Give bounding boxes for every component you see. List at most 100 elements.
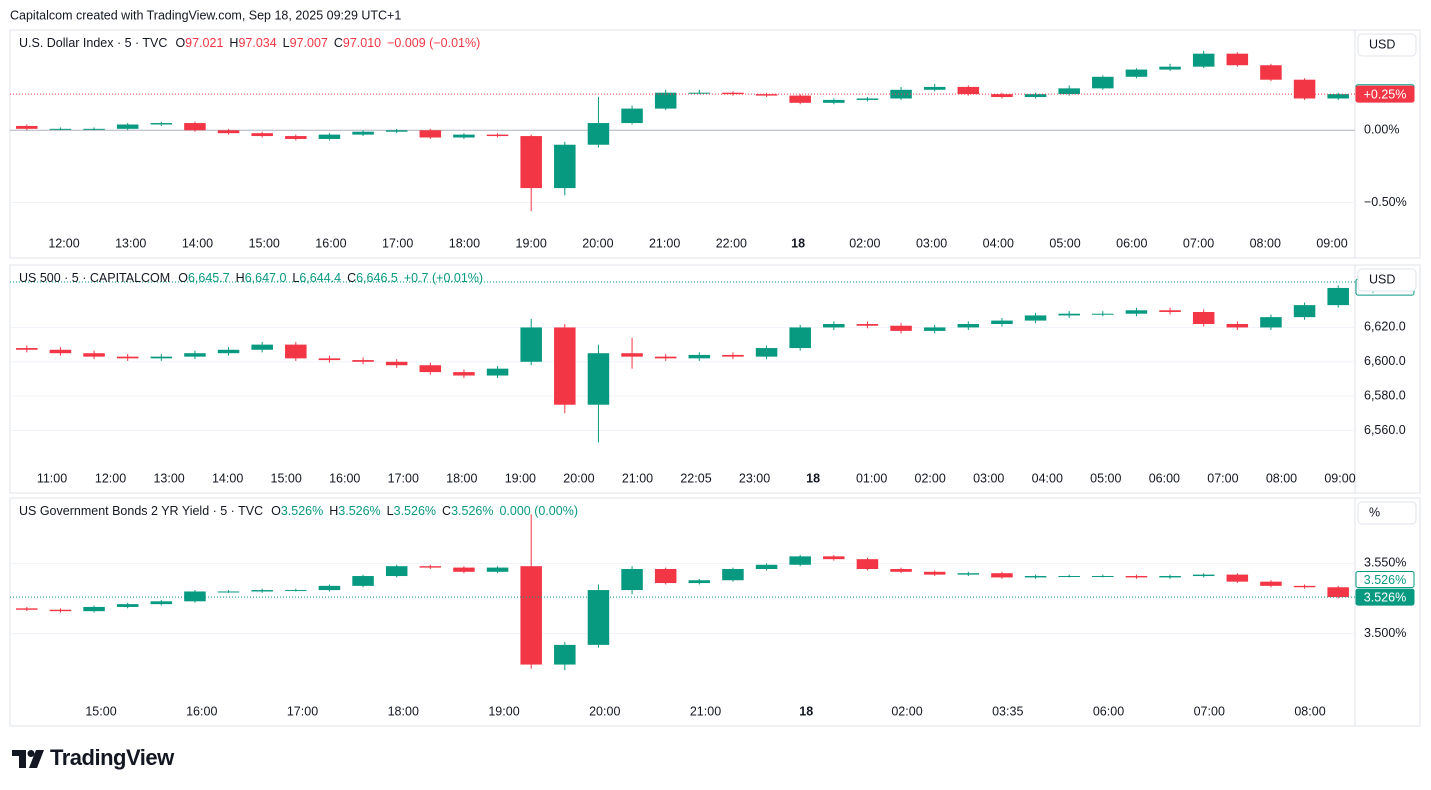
candle-body <box>486 368 509 376</box>
candle-body <box>688 354 711 359</box>
candle-body <box>318 585 341 591</box>
candle-body <box>251 344 273 350</box>
candle-body <box>184 353 206 357</box>
x-tick-label: 16:00 <box>315 236 346 250</box>
candle-body <box>823 556 845 560</box>
candle-body <box>150 601 173 605</box>
x-tick-label: 07:00 <box>1183 236 1214 250</box>
candle-body <box>318 358 341 361</box>
x-tick-label: 16:00 <box>329 471 360 485</box>
y-tick-label: 6,620.0 <box>1364 320 1406 334</box>
x-tick-label: 19:00 <box>516 236 547 250</box>
candle-body <box>554 644 576 665</box>
legend-value: 97.007 <box>290 36 328 50</box>
legend-key: O <box>178 271 188 285</box>
candle-body <box>486 134 509 137</box>
x-tick-label: 20:00 <box>589 704 620 718</box>
candle-body <box>251 133 273 137</box>
candle-body <box>1159 576 1181 578</box>
x-tick-label: 13:00 <box>115 236 146 250</box>
candle-body <box>587 590 610 645</box>
x-tick-label: 15:00 <box>271 471 302 485</box>
x-tick-label: 07:00 <box>1194 704 1225 718</box>
candle-body <box>385 361 408 366</box>
x-tick-label: 06:00 <box>1149 471 1180 485</box>
candle-body <box>789 556 811 565</box>
candle-body <box>1092 76 1114 89</box>
candle-body <box>217 130 240 134</box>
legend-value: 6,644.4 <box>299 271 341 285</box>
candle-body <box>217 591 240 593</box>
legend-key: H <box>236 271 245 285</box>
x-tick-label: 19:00 <box>488 704 519 718</box>
legend-value: 3.526% <box>394 504 436 518</box>
candle-body <box>554 327 576 405</box>
candle-body <box>923 571 946 575</box>
legend-value: 3.526% <box>338 504 380 518</box>
candle-body <box>486 567 509 572</box>
x-tick-label: 06:00 <box>1093 704 1124 718</box>
candle-body <box>419 365 442 373</box>
x-tick-label: 14:00 <box>212 471 243 485</box>
plot <box>10 285 1355 443</box>
currency-box <box>1357 33 1417 57</box>
candle-body <box>16 125 38 129</box>
plot <box>10 50 1355 212</box>
x-tick-label: 03:35 <box>992 704 1023 718</box>
x-tick-label: 08:00 <box>1250 236 1281 250</box>
candle-body <box>1024 94 1047 98</box>
price-badge-label: 3.526% <box>1364 590 1406 604</box>
x-tick-label: 18:00 <box>446 471 477 485</box>
candle-body <box>520 327 542 362</box>
panel-border <box>9 264 1421 494</box>
legend-value: 6,645.7 <box>188 271 230 285</box>
legend-value: +0.7 (+0.01%) <box>404 271 483 285</box>
candle-body <box>957 86 980 95</box>
candle-body <box>957 324 980 328</box>
candle-body <box>823 324 845 328</box>
x-tick-label: 19:00 <box>505 471 536 485</box>
legend-value: 97.034 <box>238 36 276 50</box>
candle-body <box>16 348 38 350</box>
candle-body <box>285 590 307 592</box>
x-tick-label: 04:00 <box>1032 471 1063 485</box>
candle-body <box>453 372 475 376</box>
legend-key: C <box>442 504 451 518</box>
x-tick-label: 09:00 <box>1324 471 1355 485</box>
candle-body <box>991 573 1013 578</box>
legend-value: 97.010 <box>343 36 381 50</box>
candle-body <box>890 325 912 331</box>
candle-body <box>722 354 744 357</box>
candle-body <box>856 324 879 326</box>
candle-body <box>1293 305 1316 318</box>
legend-title: US 500 · 5 · CAPITALCOM <box>19 271 170 285</box>
x-tick-label: 12:00 <box>48 236 79 250</box>
legend-key: O <box>175 36 185 50</box>
candle-body <box>116 356 139 359</box>
x-tick-label: 16:00 <box>186 704 217 718</box>
currency-box <box>1357 501 1417 525</box>
legend-key: H <box>329 504 338 518</box>
x-tick-label: 07:00 <box>1207 471 1238 485</box>
legend-value: 6,646.5 <box>356 271 398 285</box>
candle-body <box>654 568 677 584</box>
legend-key: O <box>271 504 281 518</box>
candle-body <box>453 567 475 572</box>
candle-body <box>520 136 542 189</box>
x-tick-label: 18 <box>799 704 813 718</box>
legend-value: 0.000 (0.00%) <box>499 504 578 518</box>
candle-body <box>285 136 307 139</box>
candle-body <box>688 580 711 584</box>
candle-body <box>621 568 643 591</box>
legend-value: 3.526% <box>451 504 493 518</box>
candle-body <box>453 134 475 138</box>
y-tick-label: −0.50% <box>1364 195 1407 209</box>
x-tick-label: 11:00 <box>37 471 67 485</box>
footer-logo: TradingView <box>50 745 175 770</box>
legend-value: 6,647.0 <box>245 271 287 285</box>
x-tick-label: 17:00 <box>287 704 318 718</box>
candle-body <box>419 566 442 568</box>
candle-body <box>116 604 139 607</box>
candle-body <box>1327 587 1349 598</box>
